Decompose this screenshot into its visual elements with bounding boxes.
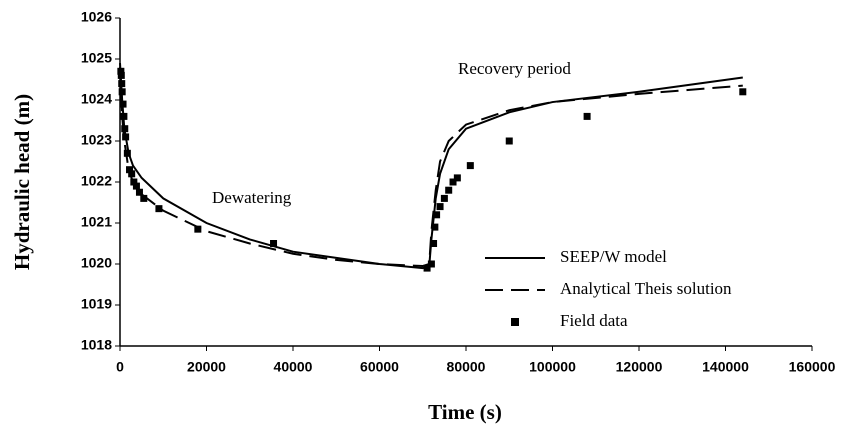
legend-label: SEEP/W model <box>560 247 667 266</box>
y-tick-label: 1026 <box>81 9 112 25</box>
y-tick-label: 1025 <box>81 50 112 66</box>
data-point <box>440 194 448 202</box>
legend-label: Field data <box>560 311 628 330</box>
data-point <box>431 223 439 231</box>
series-line <box>119 63 743 270</box>
data-point <box>433 211 441 219</box>
data-point <box>445 186 453 194</box>
data-point <box>130 178 138 186</box>
x-tick-label: 0 <box>116 359 124 375</box>
data-point <box>135 188 143 196</box>
data-point <box>118 88 126 96</box>
x-tick-label: 80000 <box>447 359 486 375</box>
data-point <box>122 133 130 141</box>
data-point <box>436 203 444 211</box>
data-point <box>155 205 163 213</box>
data-point <box>505 137 513 145</box>
data-point <box>126 166 134 174</box>
data-point <box>117 67 125 75</box>
data-point <box>117 71 125 79</box>
x-tick-label: 140000 <box>702 359 749 375</box>
data-point <box>739 88 747 96</box>
data-point <box>583 112 591 120</box>
series-line <box>119 67 743 268</box>
y-tick-label: 1018 <box>81 337 112 353</box>
y-axis-title: Hydraulic head (m) <box>10 94 34 270</box>
data-point <box>194 225 202 233</box>
data-point <box>466 162 474 170</box>
data-point <box>119 100 127 108</box>
data-point <box>140 194 148 202</box>
x-tick-label: 100000 <box>529 359 576 375</box>
data-point <box>449 178 457 186</box>
data-point <box>128 170 136 178</box>
data-point <box>430 240 438 247</box>
x-tick-label: 60000 <box>360 359 399 375</box>
data-point <box>423 264 431 272</box>
x-tick-label: 40000 <box>274 359 313 375</box>
y-tick-label: 1024 <box>81 91 112 107</box>
data-point <box>121 125 129 133</box>
y-tick-label: 1019 <box>81 296 112 312</box>
x-tick-label: 20000 <box>187 359 226 375</box>
y-tick-label: 1023 <box>81 132 112 148</box>
y-tick-label: 1020 <box>81 255 112 271</box>
annotation: Dewatering <box>212 188 292 207</box>
y-tick-label: 1021 <box>81 214 112 230</box>
legend-label: Analytical Theis solution <box>560 279 732 298</box>
annotation: Recovery period <box>458 59 571 78</box>
data-point <box>118 80 126 88</box>
x-axis-title: Time (s) <box>428 400 502 424</box>
data-point <box>123 149 131 157</box>
data-point <box>427 260 435 268</box>
data-point <box>270 240 278 247</box>
data-point <box>453 174 461 182</box>
data-point <box>120 112 128 120</box>
data-point <box>132 182 140 190</box>
x-tick-label: 160000 <box>789 359 836 375</box>
y-tick-label: 1022 <box>81 173 112 189</box>
legend-marker <box>511 318 519 326</box>
x-tick-label: 120000 <box>616 359 663 375</box>
